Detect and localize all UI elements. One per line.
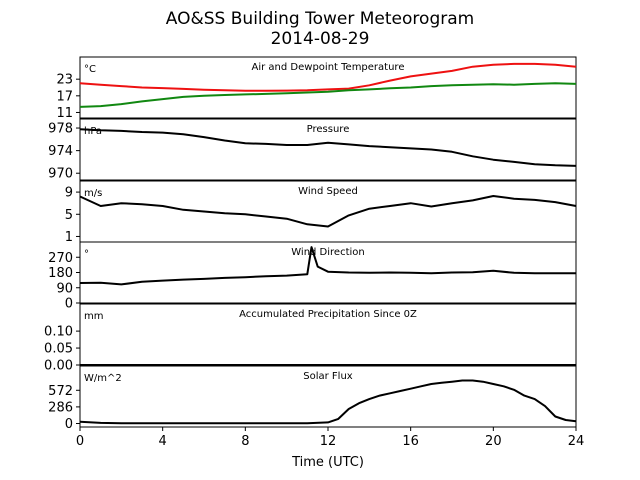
series-line (79, 62, 577, 92)
x-tick-label: 24 (568, 434, 585, 449)
panel-accumulated-precipitation-since-0z: 0.00 0.05 0.10 mm Accumulated Precipitation … (44, 303, 577, 374)
series-line (79, 128, 577, 167)
panel-title: Solar Flux (303, 371, 353, 382)
x-axis: 0 4 8 12 16 20 24 (76, 427, 584, 449)
x-tick-label: 8 (241, 434, 249, 449)
y-tick-label: 90 (56, 281, 73, 296)
panel-wind-speed: 1 5 9 m/s Wind Speed (65, 180, 577, 245)
y-tick-label: 974 (48, 144, 73, 159)
unit-label: hPa (84, 126, 102, 137)
unit-label: m/s (84, 188, 102, 199)
unit-label: °C (84, 64, 96, 75)
panel-pressure: 970 974 978 hPa Pressure (48, 118, 577, 182)
chart-title: AO&SS Building Tower Meteorogram (166, 9, 474, 29)
x-axis-label: Time (UTC) (291, 455, 364, 470)
panel-frame (79, 118, 577, 181)
panel-frame (79, 56, 577, 119)
panel-title: Accumulated Precipitation Since 0Z (239, 309, 417, 320)
panel-title: Pressure (307, 124, 350, 135)
y-tick-label: 11 (56, 106, 73, 121)
series-line (79, 82, 577, 108)
y-tick-label: 0 (65, 297, 73, 312)
y-tick-label: 978 (48, 122, 73, 137)
y-tick-label: 0.05 (44, 342, 73, 357)
y-tick-label: 970 (48, 167, 73, 182)
y-tick-label: 0.00 (44, 359, 73, 374)
y-tick-label: 0 (65, 417, 73, 432)
y-tick-label: 572 (48, 384, 73, 399)
series-line (79, 246, 577, 286)
panel-title: Wind Speed (298, 186, 358, 197)
y-tick-label: 1 (65, 230, 73, 245)
x-tick-label: 12 (320, 434, 337, 449)
unit-label: ° (84, 249, 89, 260)
x-tick-label: 0 (76, 434, 84, 449)
y-tick-label: 23 (56, 73, 73, 88)
series-line (79, 379, 577, 425)
y-tick-label: 9 (65, 186, 73, 201)
x-tick-label: 20 (485, 434, 502, 449)
chart-subtitle: 2014-08-29 (271, 29, 370, 49)
y-tick-label: 286 (48, 400, 73, 415)
y-tick-label: 270 (48, 251, 73, 266)
panel-title: Air and Dewpoint Temperature (252, 62, 405, 73)
series-line (79, 195, 577, 228)
panel-title: Wind Direction (291, 247, 365, 258)
y-tick-label: 17 (56, 89, 73, 104)
y-tick-label: 5 (65, 208, 73, 223)
unit-label: W/m^2 (84, 373, 122, 384)
y-tick-label: 0.10 (44, 325, 73, 340)
x-tick-label: 4 (159, 434, 167, 449)
unit-label: mm (84, 311, 103, 322)
y-tick-label: 180 (48, 266, 73, 281)
x-tick-label: 16 (402, 434, 419, 449)
